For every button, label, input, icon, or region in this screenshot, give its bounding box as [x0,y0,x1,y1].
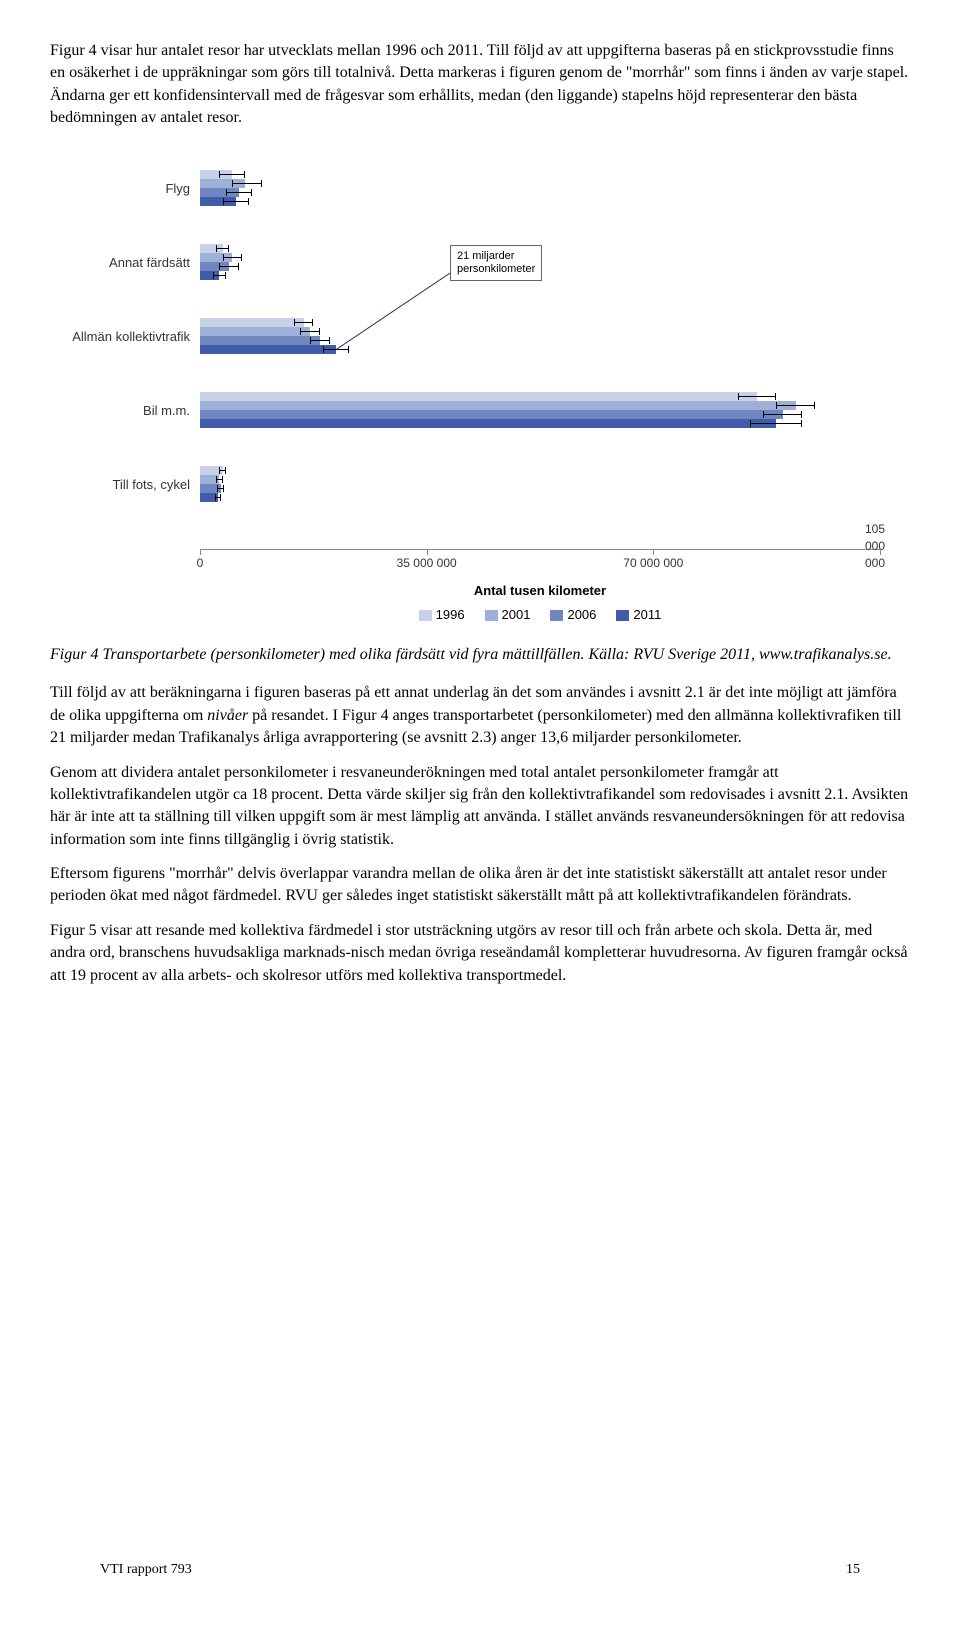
error-bar [216,248,229,249]
error-bar [217,488,223,489]
xtick-label: 0 [197,555,204,572]
xtick-label: 105 000 000 [865,521,895,571]
body-paragraph-1: Till följd av att beräkningarna i figure… [50,682,910,749]
bar [200,318,304,327]
bar [200,327,310,336]
legend-item: 2001 [485,606,531,624]
chart-legend: 1996 2001 2006 2011 [200,606,880,624]
body-paragraph-2: Genom att dividera antalet personkilomet… [50,762,910,852]
figure-4-caption: Figur 4 Transportarbete (personkilometer… [50,644,910,666]
error-bar [216,479,222,480]
xaxis-title: Antal tusen kilometer [200,582,880,600]
error-bar [219,470,225,471]
category-label: Till fots, cykel [50,476,190,494]
bar [200,401,796,410]
footer-report-id: VTI rapport 793 [100,1560,192,1580]
error-bar [232,183,261,184]
category-label: Annat färdsätt [50,254,190,272]
bar [200,392,757,401]
error-bar [300,331,319,332]
callout-connector [336,273,451,350]
legend-item: 2011 [616,606,661,624]
footer-page-number: 15 [846,1560,860,1580]
error-bar [776,405,815,406]
error-bar [750,423,802,424]
category-label: Bil m.m. [50,402,190,420]
bar [200,410,783,419]
body-paragraph-4: Figur 5 visar att resande med kollektiva… [50,920,910,987]
bar [200,336,320,345]
intro-paragraph: Figur 4 visar hur antalet resor har utve… [50,40,910,130]
category-label: Allmän kollektivtrafik [50,328,190,346]
legend-item: 1996 [419,606,465,624]
xtick-label: 35 000 000 [397,555,457,572]
bar [200,345,336,354]
callout-box: 21 miljarderpersonkilometer [450,245,542,281]
legend-item: 2006 [550,606,596,624]
error-bar [223,257,242,258]
error-bar [223,201,249,202]
body-paragraph-3: Eftersom figurens "morrhår" delvis överl… [50,863,910,908]
error-bar [219,266,238,267]
error-bar [763,414,802,415]
category-label: Flyg [50,180,190,198]
error-bar [226,192,252,193]
error-bar [215,497,221,498]
error-bar [219,174,245,175]
bar [200,419,776,428]
error-bar [738,396,777,397]
error-bar [213,275,226,276]
error-bar [310,340,329,341]
figure-4-chart: Flyg Annat färdsätt Allmän kollektivtrafik… [50,160,910,624]
error-bar [294,322,313,323]
xtick-label: 70 000 000 [623,555,683,572]
